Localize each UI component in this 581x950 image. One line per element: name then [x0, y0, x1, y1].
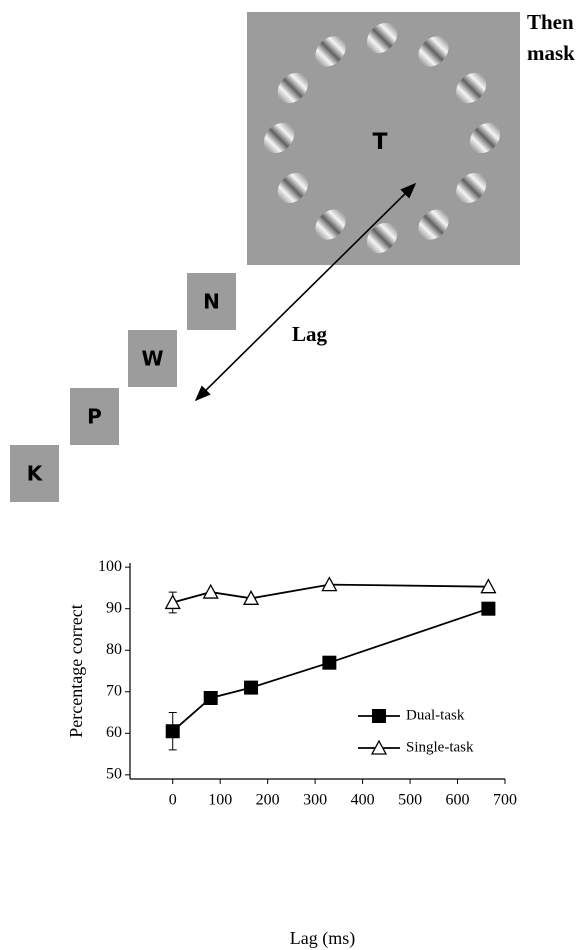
gabor	[418, 209, 449, 240]
x-tick-label: 700	[493, 792, 517, 809]
legend-label: Single-task	[406, 739, 474, 755]
y-axis-label: Percentage correct	[66, 604, 86, 737]
letter-box	[10, 445, 59, 502]
letter: N	[203, 290, 220, 314]
x-tick-label: 300	[303, 792, 327, 809]
gabor	[315, 36, 346, 67]
gabor	[277, 72, 308, 104]
letter: K	[27, 462, 44, 486]
letter-stream: K P W N	[10, 273, 236, 502]
gabor	[456, 172, 487, 204]
letter-box	[70, 388, 119, 445]
gabor	[469, 122, 501, 154]
gabor	[366, 22, 398, 54]
x-tick-label: 100	[208, 792, 232, 809]
mask-label: Then	[527, 10, 574, 34]
marker	[202, 583, 219, 599]
mask-label: mask	[527, 41, 575, 65]
marker	[322, 655, 337, 670]
gabor	[418, 36, 449, 67]
chart: 50 60 70 80 90 100 0 100 200 300 400 500 600 700 Lag (…	[66, 558, 517, 949]
marker	[244, 680, 259, 695]
x-tick-label: 600	[446, 792, 470, 809]
marker	[321, 576, 338, 592]
marker	[481, 601, 496, 616]
lag-label: Lag	[292, 322, 328, 346]
legend-marker	[370, 739, 388, 755]
y-tick-label: 100	[98, 558, 122, 575]
legend-marker	[372, 709, 386, 723]
x-tick-label: 0	[169, 792, 177, 809]
diagram: T Then mask K P W N Lag	[10, 10, 575, 502]
lag-arrow	[194, 182, 417, 402]
marker	[164, 594, 181, 610]
target-letter: T	[372, 130, 387, 155]
x-tick-label: 200	[256, 792, 280, 809]
x-tick-label: 400	[351, 792, 375, 809]
legend-label: Dual-task	[406, 707, 465, 723]
letter: W	[141, 347, 163, 371]
marker	[242, 589, 260, 605]
marker	[165, 724, 180, 739]
y-tick-label: 60	[106, 724, 122, 741]
gabor	[263, 122, 295, 154]
letter-box	[128, 330, 177, 387]
y-tick-label: 80	[106, 641, 122, 658]
x-axis-label: Lag (ms)	[290, 928, 355, 949]
gabor	[456, 72, 487, 104]
letter: P	[87, 405, 102, 429]
y-tick-label: 50	[106, 766, 122, 783]
y-tick-label: 70	[106, 682, 122, 699]
marker	[480, 578, 497, 594]
y-tick-label: 90	[106, 599, 122, 616]
marker	[203, 691, 218, 705]
x-tick-label: 500	[398, 792, 422, 809]
